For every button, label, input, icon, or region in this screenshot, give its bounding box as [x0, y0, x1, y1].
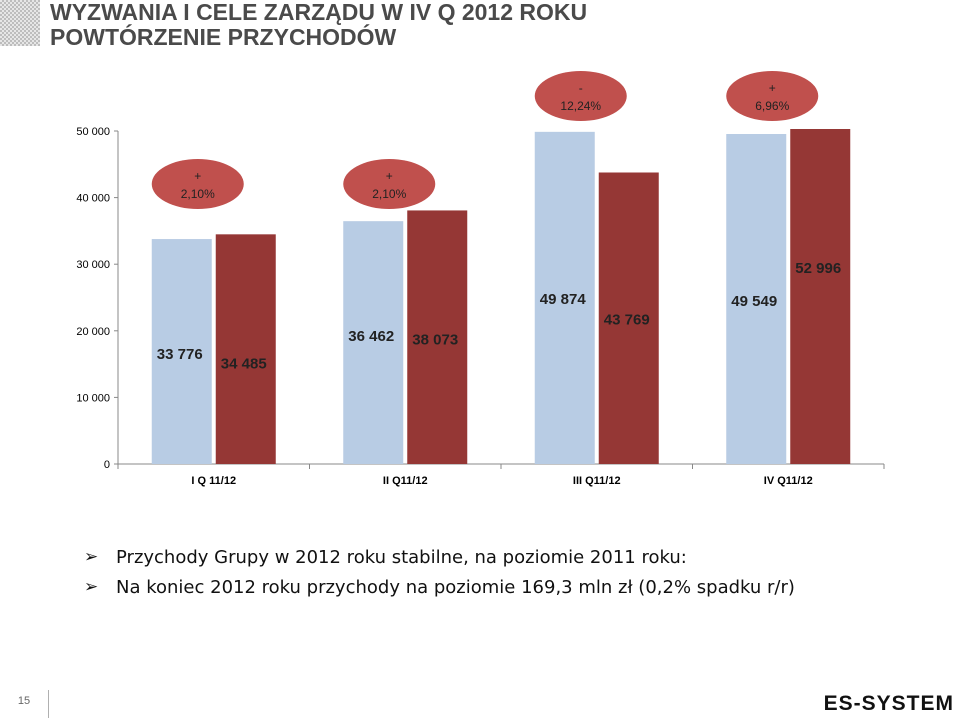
bar-series-2 [790, 129, 851, 464]
change-sign: + [769, 81, 776, 95]
data-label-series-1: 36 462 [348, 328, 394, 345]
change-percent: 2,10% [181, 187, 215, 201]
change-sign: + [194, 169, 201, 183]
bullet-list: ➢ Przychody Grupy w 2012 roku stabilne, … [84, 542, 795, 602]
y-tick-label: 30 000 [76, 259, 110, 271]
data-label-series-2: 43 769 [604, 311, 650, 328]
data-label-series-1: 49 874 [540, 291, 587, 308]
bar-series-1 [343, 221, 404, 464]
bar-series-2 [215, 234, 276, 464]
bullet-text: Na koniec 2012 roku przychody na poziomi… [116, 576, 795, 598]
change-bubble [534, 71, 627, 121]
bullet-arrow-icon: ➢ [84, 577, 99, 597]
change-percent: 12,24% [560, 99, 601, 113]
data-label-series-1: 33 776 [157, 346, 203, 363]
y-tick-label: 10 000 [76, 392, 110, 404]
change-sign: + [386, 169, 393, 183]
bar-series-2 [407, 210, 468, 464]
change-percent: 6,96% [755, 99, 789, 113]
y-tick-label: 40 000 [76, 193, 110, 205]
x-category-label: I Q 11/12 [191, 475, 236, 487]
data-label-series-2: 38 073 [412, 331, 458, 348]
bullet-text: Przychody Grupy w 2012 roku stabilne, na… [116, 546, 687, 568]
y-tick-label: 50 000 [76, 126, 110, 138]
bullet-arrow-icon: ➢ [84, 547, 99, 567]
title-line-1: WYZWANIA I CELE ZARZĄDU W IV Q 2012 ROKU [50, 0, 588, 25]
x-category-label: III Q11/12 [573, 475, 621, 487]
revenue-bar-chart: 0 10 000 20 000 30 000 40 000 50 000 33 776 34 … [76, 71, 885, 487]
bullet-item-2: ➢ Na koniec 2012 roku przychody na pozio… [84, 572, 795, 602]
data-label-series-1: 49 549 [731, 293, 777, 310]
company-logo: ES-SYSTEM [823, 692, 954, 715]
title-line-2: POWTÓRZENIE PRZYCHODÓW [50, 24, 397, 50]
change-bubble [151, 159, 244, 209]
change-percent: 2,10% [372, 187, 406, 201]
corner-pattern [0, 0, 40, 46]
bar-series-1 [726, 134, 787, 464]
change-bubble [726, 71, 819, 121]
change-bubble [343, 159, 436, 209]
page-title: WYZWANIA I CELE ZARZĄDU W IV Q 2012 ROKU… [50, 0, 587, 50]
data-label-series-2: 34 485 [221, 355, 267, 372]
y-tick-label: 0 [104, 459, 110, 471]
x-category-label: IV Q11/12 [764, 475, 813, 487]
x-category-label: II Q11/12 [383, 475, 428, 487]
data-label-series-2: 52 996 [795, 260, 841, 277]
bar-series-1 [151, 239, 212, 464]
bar-series-1 [534, 131, 595, 464]
change-sign: - [579, 81, 583, 95]
bar-series-2 [598, 172, 659, 464]
y-tick-label: 20 000 [76, 326, 110, 338]
page-number: 15 [0, 690, 49, 718]
bullet-item-1: ➢ Przychody Grupy w 2012 roku stabilne, … [84, 542, 795, 572]
